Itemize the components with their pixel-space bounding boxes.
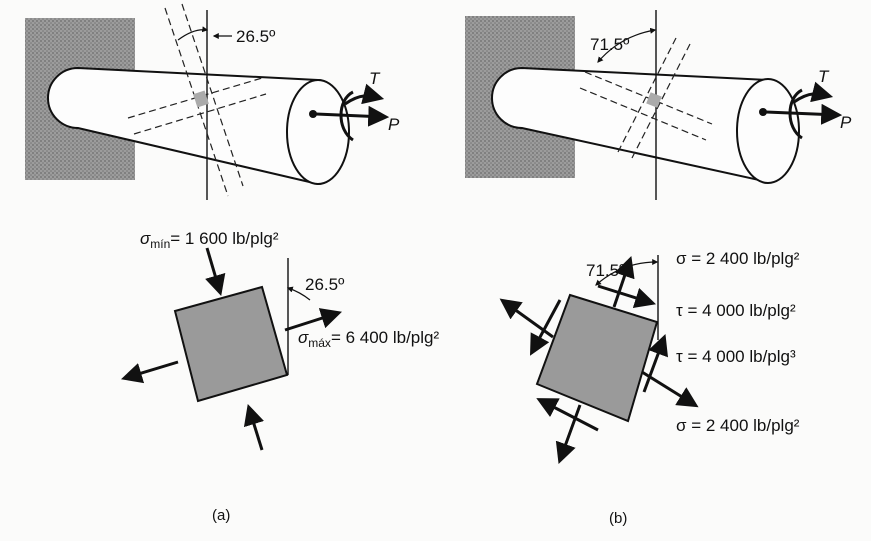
torque-arrow-b: [793, 81, 834, 104]
shear-arrow-top: [597, 284, 657, 308]
rotated-element-b: [535, 293, 659, 423]
sigma-max-arrow-right: [284, 308, 342, 332]
axial-load-arrow-a: [315, 105, 390, 127]
shaft-end-b: [736, 78, 800, 184]
sigma-max-arrow-left: [120, 360, 179, 384]
stress-label-tau-top: τ = 4 000 lb/plg²: [676, 301, 796, 320]
rotated-element-a: [173, 285, 289, 403]
stress-label-tau-bottom: τ = 4 000 lb/plg³: [676, 347, 796, 366]
torque-label-b: T: [818, 67, 830, 86]
normal-arrow-left: [499, 298, 554, 339]
caption-a: (a): [212, 507, 230, 524]
shaft-end-a: [286, 79, 350, 185]
angle-label-b-top: 71.5º: [590, 35, 629, 54]
sigma-min-arrow-top: [205, 247, 226, 297]
sigma-min-label: σmín= 1 600 lb/plg²: [140, 229, 279, 251]
stress-element-a: [120, 247, 342, 451]
caption-b: (b): [609, 510, 627, 527]
figure-b-shaft: [465, 10, 843, 200]
stress-label-sigma-top: σ = 2 400 lb/plg²: [676, 249, 800, 268]
sigma-min-arrow-bottom: [243, 403, 264, 451]
torque-arrow-a: [344, 83, 385, 106]
angle-label-b-element: 71.5º: [586, 261, 625, 280]
load-label-b: P: [840, 113, 852, 132]
normal-arrow-bottom: [555, 404, 582, 464]
axial-load-arrow-b: [765, 103, 843, 125]
torque-label-a: T: [369, 69, 381, 88]
shear-arrow-left: [530, 299, 562, 356]
angle-label-a-top: 26.5º: [236, 27, 275, 46]
angle-label-a-element: 26.5º: [305, 275, 344, 294]
sigma-max-label: σmáx= 6 400 lb/plg²: [298, 328, 439, 350]
figure-a-shaft: [25, 3, 390, 200]
shear-arrow-right: [642, 334, 669, 393]
load-label-a: P: [388, 115, 400, 134]
stress-label-sigma-bottom: σ = 2 400 lb/plg²: [676, 416, 800, 435]
normal-arrow-top: [612, 256, 635, 308]
stress-element-b: [499, 255, 699, 464]
shear-arrow-bottom: [536, 398, 599, 432]
